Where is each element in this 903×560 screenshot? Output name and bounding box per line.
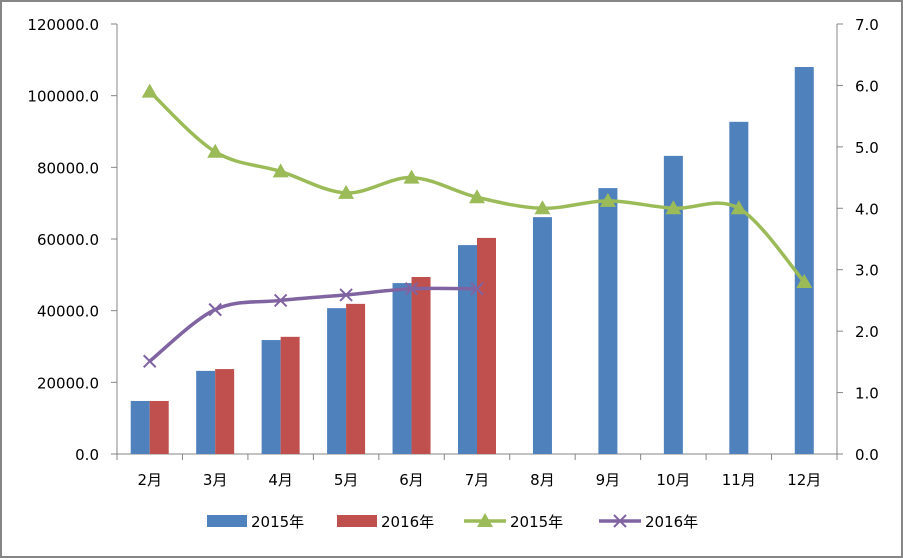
- x-marker-5月: [339, 288, 353, 302]
- legend-label: 2016年: [381, 513, 434, 531]
- x-axis-tick-label: 11月: [722, 471, 756, 489]
- x-marker-7月: [470, 282, 484, 296]
- left-axis-tick-label: 120000.0: [27, 16, 99, 34]
- left-axis-tick-label: 80000.0: [37, 159, 99, 177]
- left-axis-tick-label: 60000.0: [37, 231, 99, 249]
- triangle-marker-12月: [796, 274, 813, 288]
- right-axis-tick-label: 3.0: [855, 262, 879, 280]
- x-axis-tick-label: 2月: [137, 471, 162, 489]
- legend-label: 2015年: [510, 513, 563, 531]
- x-axis-tick-label: 6月: [399, 471, 424, 489]
- triangle-marker-9月: [599, 192, 616, 207]
- triangle-marker-6月: [403, 169, 420, 184]
- bar-2015年-11月: [729, 121, 749, 454]
- triangle-marker-5月: [338, 184, 355, 199]
- x-axis-tick-label: 3月: [203, 471, 228, 489]
- x-axis-tick-label: 8月: [530, 471, 555, 489]
- right-axis-tick-label: 7.0: [855, 16, 879, 34]
- bar-2016年-3月: [215, 369, 235, 454]
- left-axis-tick-label: 0.0: [75, 446, 99, 464]
- triangle-marker-11月: [730, 200, 747, 215]
- right-axis-tick-label: 6.0: [855, 77, 879, 95]
- right-axis-tick-label: 2.0: [855, 323, 879, 341]
- legend-swatch-bar: [207, 515, 247, 527]
- left-axis-tick-label: 40000.0: [37, 303, 99, 321]
- legend-x-icon: [613, 514, 627, 528]
- bar-2015年-2月: [130, 400, 150, 454]
- bar-2015年-9月: [598, 188, 618, 454]
- x-axis-tick-label: 10月: [656, 471, 690, 489]
- bar-2016年-7月: [477, 237, 496, 454]
- x-axis-tick-label: 12月: [787, 471, 821, 489]
- x-marker-3月: [208, 302, 222, 317]
- bar-2015年-10月: [663, 155, 683, 454]
- triangle-marker-10月: [665, 200, 682, 215]
- left-axis-tick-label: 100000.0: [27, 88, 99, 106]
- triangle-marker-8月: [534, 200, 551, 215]
- right-axis-tick-label: 4.0: [855, 200, 879, 218]
- x-axis-tick-label: 5月: [334, 471, 359, 489]
- x-marker-6月: [404, 282, 419, 296]
- left-axis-tick-label: 20000.0: [37, 374, 99, 392]
- x-axis-tick-label: 7月: [465, 471, 490, 489]
- bar-2016年-4月: [280, 336, 300, 454]
- triangle-marker-7月: [469, 189, 485, 204]
- triangle-marker-3月: [207, 143, 224, 158]
- legend-triangle-icon: [477, 513, 493, 527]
- triangle-marker-4月: [272, 163, 289, 178]
- bar-2015年-5月: [327, 308, 347, 454]
- bar-2016年-2月: [149, 400, 169, 454]
- right-axis-tick-label: 5.0: [855, 139, 879, 157]
- bar-2015年-8月: [532, 217, 552, 454]
- line-1: [148, 286, 478, 363]
- x-marker-2月: [143, 354, 157, 368]
- bar-2015年-4月: [261, 340, 281, 454]
- right-axis-tick-label: 1.0: [855, 385, 879, 403]
- bar-2015年-12月: [794, 67, 814, 454]
- legend-label: 2015年: [251, 513, 304, 531]
- bar-2016年-5月: [346, 303, 366, 454]
- x-axis-tick-label: 4月: [268, 471, 293, 489]
- bar-2015年-6月: [392, 283, 412, 454]
- legend-swatch-bar: [337, 515, 377, 527]
- right-axis-tick-label: 0.0: [855, 446, 879, 464]
- bar-2015年-7月: [458, 245, 477, 454]
- triangle-marker-2月: [141, 83, 158, 98]
- bar-2016年-6月: [411, 276, 431, 454]
- x-axis-tick-label: 9月: [596, 471, 621, 489]
- bar-2015年-3月: [196, 370, 216, 454]
- legend-label: 2016年: [645, 513, 698, 531]
- x-marker-4月: [273, 293, 288, 308]
